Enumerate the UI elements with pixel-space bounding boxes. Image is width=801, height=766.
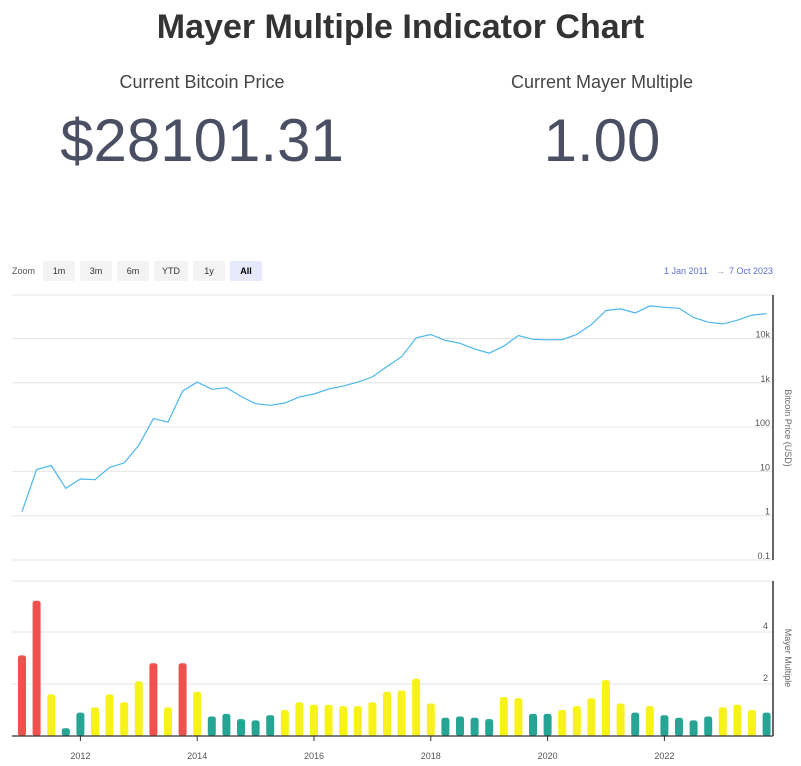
- mm-bar: [660, 715, 669, 736]
- mm-bar: [762, 712, 771, 736]
- zoom-6m-button[interactable]: 6m: [117, 261, 150, 281]
- zoom-1m-button[interactable]: 1m: [43, 261, 76, 281]
- mm-bar: [193, 691, 202, 736]
- zoom-toolbar: Zoom 1m 3m 6m YTD 1y All: [12, 261, 267, 281]
- page-title: Mayer Multiple Indicator Chart: [156, 8, 645, 46]
- zoom-1y-button[interactable]: 1y: [193, 261, 226, 281]
- mm-bar: [485, 719, 494, 736]
- mm-bar: [222, 713, 231, 736]
- mm-bar: [397, 690, 406, 736]
- mm-bar: [105, 694, 114, 736]
- mm-bar: [602, 680, 610, 736]
- range-arrow-icon: →: [716, 266, 725, 276]
- price-y-tick-label: 10k: [755, 330, 770, 340]
- price-y-tick-label: 1k: [760, 374, 770, 384]
- mm-bar: [324, 704, 333, 736]
- mm-bar: [120, 702, 129, 736]
- x-tick-label: 2022: [654, 751, 674, 761]
- mm-bar: [718, 707, 727, 736]
- mm-bar: [164, 707, 172, 736]
- mm-bar: [47, 694, 56, 736]
- mm-bar: [514, 698, 523, 736]
- mm-bar: [689, 720, 698, 736]
- mm-bar: [412, 678, 421, 736]
- mm-bar: [266, 715, 275, 736]
- price-y-tick-label: 1: [765, 507, 770, 517]
- mm-bar: [558, 710, 567, 736]
- mm-bar: [339, 706, 348, 736]
- mm-bar: [61, 728, 70, 736]
- mm-bar: [251, 720, 260, 736]
- mm-bar: [310, 704, 318, 736]
- range-to-input[interactable]: 7 Oct 2023: [729, 266, 774, 276]
- x-tick-label: 2018: [421, 751, 441, 761]
- current-price-value: $28101.31: [60, 107, 344, 174]
- mm-bar: [543, 713, 552, 736]
- zoom-label: Zoom: [12, 266, 36, 276]
- mm-bar: [675, 717, 683, 736]
- mm-bar: [470, 717, 479, 736]
- mm-bar: [149, 663, 158, 736]
- mm-bar: [441, 717, 450, 736]
- current-mayer-multiple-panel: Current Mayer Multiple 1.00: [452, 72, 752, 171]
- mm-bar: [76, 712, 85, 736]
- mm-y-tick-label: 2: [763, 673, 768, 683]
- mm-bar: [295, 702, 304, 736]
- price-y-tick-label: 100: [755, 418, 770, 428]
- mm-bar: [207, 716, 216, 736]
- mm-bar: [587, 698, 596, 736]
- price-y-tick-label: 10: [760, 462, 770, 472]
- current-price-panel: Current Bitcoin Price $28101.31: [52, 72, 352, 171]
- mm-bar: [280, 710, 289, 736]
- mm-bar: [704, 716, 713, 736]
- zoom-ytd-button[interactable]: YTD: [154, 261, 189, 281]
- mm-bar: [572, 706, 581, 736]
- current-mayer-multiple-value: 1.00: [543, 107, 661, 174]
- price-y-tick-label: 0.1: [757, 551, 770, 561]
- mm-bar: [499, 697, 508, 736]
- x-tick-label: 2020: [538, 751, 558, 761]
- mm-bar: [456, 716, 464, 736]
- mm-bar: [529, 713, 537, 736]
- mm-bar: [631, 712, 640, 736]
- mm-y-tick-label: 4: [763, 621, 768, 631]
- price-series-line: [21, 305, 767, 512]
- mm-y-axis-title: Mayer Multiple: [783, 629, 793, 688]
- range-from-input[interactable]: 1 Jan 2011: [664, 266, 708, 276]
- mm-bar: [353, 706, 362, 736]
- zoom-all-button[interactable]: All: [230, 261, 263, 281]
- mm-bar: [134, 681, 143, 736]
- mm-bar: [748, 710, 756, 736]
- mm-bar: [616, 703, 625, 736]
- x-tick-label: 2014: [187, 751, 207, 761]
- current-mayer-multiple-label: Current Mayer Multiple: [510, 72, 694, 92]
- mm-bar: [91, 707, 99, 736]
- x-tick-label: 2016: [304, 751, 324, 761]
- mm-bar: [383, 691, 391, 736]
- zoom-3m-button[interactable]: 3m: [80, 261, 113, 281]
- price-y-axis-title: Bitcoin Price (USD): [783, 389, 793, 467]
- x-tick-label: 2012: [70, 751, 90, 761]
- mm-bar: [645, 706, 654, 736]
- mm-bar: [178, 663, 187, 736]
- mm-bar: [368, 702, 377, 736]
- mm-bar: [426, 703, 435, 736]
- current-price-label: Current Bitcoin Price: [119, 72, 285, 92]
- mm-bar: [237, 719, 245, 736]
- mm-bar: [18, 655, 26, 736]
- mm-bar: [733, 704, 742, 736]
- mm-bar: [32, 600, 41, 736]
